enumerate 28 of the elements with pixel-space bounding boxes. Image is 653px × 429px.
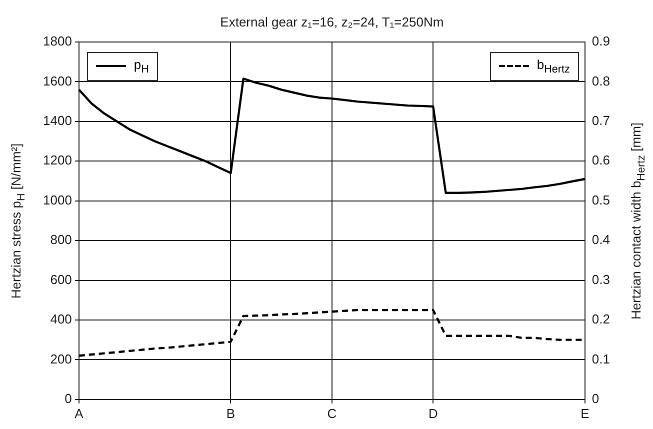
y-tick-label: 200	[50, 351, 72, 366]
x-tick-label: B	[226, 406, 236, 421]
y-tick-label: 800	[50, 232, 72, 248]
x-tick-label: C	[327, 406, 337, 421]
y2-tick-label: 0.3	[592, 272, 610, 287]
y-tick-label: 1000	[43, 192, 72, 208]
x-tick-label: A	[74, 406, 84, 421]
y-tick-label: 400	[50, 312, 72, 327]
y-tick-label: 1600	[43, 73, 72, 88]
x-tick-label: E	[580, 406, 590, 421]
y-tick-label: 600	[50, 272, 72, 287]
y2-tick-label: 0.1	[592, 351, 610, 366]
y2-tick-label: 0.4	[592, 232, 610, 248]
chart-title: External gear z₁=16, z₂=24, T₁=250Nm	[220, 14, 444, 30]
y-tick-label: 0	[64, 390, 72, 406]
x-tick-label: D	[428, 406, 438, 421]
y-tick-label: 1200	[43, 152, 72, 168]
y2-tick-label: 0.6	[592, 152, 610, 168]
y2-tick-label: 0.7	[592, 113, 610, 128]
legend-label: b$_{Hertz}$	[536, 57, 570, 76]
y2-tick-label: 0.8	[592, 73, 610, 88]
y2-tick-label: 0.2	[592, 312, 610, 327]
y-tick-label: 1400	[43, 113, 72, 128]
legend-label: p$_{H}$	[134, 57, 149, 76]
y2-tick-label: 0.5	[592, 192, 610, 208]
y2-tick-label: 0	[592, 390, 600, 406]
y2-tick-label: 0.9	[592, 34, 610, 49]
y-tick-label: 1800	[43, 34, 72, 49]
